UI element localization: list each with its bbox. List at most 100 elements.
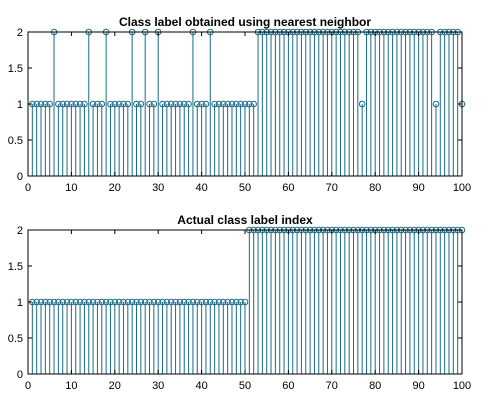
stem-marker [193,100,201,108]
stem-marker [233,100,240,108]
stem-marker [76,298,84,306]
x-tick-label: 90 [412,182,424,194]
stem-marker [176,298,184,306]
stem-marker [63,100,71,108]
stem-marker [46,298,54,306]
x-tick-label: 70 [326,182,338,194]
stem-marker [163,100,171,108]
stem-marker [111,100,119,108]
y-tick-label: 1.5 [8,261,23,273]
stem-marker [176,100,184,108]
stem-marker [185,100,192,108]
stem-marker [198,298,205,306]
x-tick-label: 50 [239,380,251,392]
stem-marker [163,298,171,306]
stem-marker [120,100,127,108]
stem-marker [206,298,214,306]
stem-marker [33,100,40,108]
stem-marker [68,298,75,306]
stem-marker [37,298,45,306]
stem-marker [241,100,249,108]
x-tick-label: 20 [109,182,121,194]
stem-marker [167,100,175,108]
stem-marker [124,100,132,108]
stem-marker [111,298,119,306]
x-tick-label: 40 [195,380,207,392]
stem-marker [68,100,75,108]
stem-marker [42,100,49,108]
y-tick-label: 2 [17,27,23,39]
stem-marker [167,298,175,306]
stem-marker [224,298,231,306]
x-tick-label: 20 [109,380,121,392]
stem-marker [358,100,366,108]
stem-marker [211,298,218,306]
stem-marker [63,298,71,306]
x-tick-label: 40 [195,182,207,194]
y-tick-label: 2 [17,225,23,237]
x-tick-label: 90 [412,380,424,392]
stem-marker [150,100,158,108]
x-tick-label: 30 [152,380,164,392]
stem-marker [89,100,97,108]
stem-marker [85,298,93,306]
x-tick-label: 60 [282,182,294,194]
stem-marker [137,100,145,108]
x-tick-label: 60 [282,380,294,392]
stem-marker [59,298,67,306]
stem-marker [224,100,231,108]
stem-marker [133,100,140,108]
stem-marker [146,298,153,306]
stem-marker [72,100,80,108]
stem-marker [228,298,236,306]
stem-marker [33,298,40,306]
y-tick-label: 1 [17,99,23,111]
stem-marker [124,298,132,306]
stem-marker [189,298,197,306]
stem-marker [202,100,210,108]
stem-marker [211,100,218,108]
stem-marker [76,100,84,108]
x-tick-label: 10 [65,182,77,194]
stem-marker [59,100,67,108]
stem-marker [55,298,62,306]
x-tick-label: 100 [453,182,471,194]
stem-marker [220,298,227,306]
stem-marker [180,100,188,108]
x-tick-label: 0 [25,380,31,392]
stem-marker [193,298,201,306]
stem-marker [180,298,188,306]
stem-marker [141,298,149,306]
stem-marker [55,100,62,108]
stem-marker [432,100,440,108]
stem-marker [237,298,244,306]
stem-marker [172,298,179,306]
x-tick-label: 80 [369,182,381,194]
stem-marker [98,298,106,306]
y-tick-label: 1.5 [8,63,23,75]
chart-title: Actual class label index [177,213,313,227]
x-tick-label: 80 [369,380,381,392]
stem-marker [150,298,158,306]
stem-marker [81,100,88,108]
stem-marker [198,100,205,108]
stem-marker [241,298,249,306]
stem-marker [137,298,145,306]
x-tick-label: 30 [152,182,164,194]
stem-marker [42,298,49,306]
stem-marker [250,100,257,108]
y-tick-label: 0.5 [8,135,23,147]
stem-marker [89,298,97,306]
stem-marker [94,298,101,306]
stem-marker [215,298,223,306]
stem-marker [215,100,223,108]
stem-marker [128,298,136,306]
stem-marker [115,100,123,108]
top-plot: Class label obtained using nearest neigh… [8,15,471,194]
stem-marker [115,298,123,306]
x-tick-label: 100 [453,380,471,392]
stem-marker [185,298,192,306]
chart-title: Class label obtained using nearest neigh… [119,15,371,29]
